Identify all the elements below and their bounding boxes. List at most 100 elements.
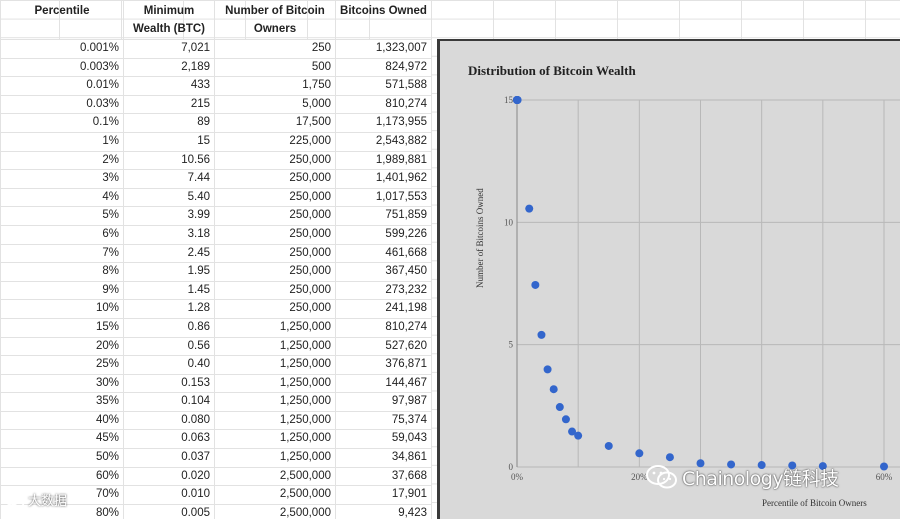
cell-minimum-wealth[interactable]: 0.080 [123,410,215,431]
cell-minimum-wealth[interactable]: 7,021 [123,39,215,59]
cell-bitcoins-owned[interactable]: 599,226 [335,224,432,245]
cell-minimum-wealth[interactable]: 7.44 [123,169,215,189]
cell-bitcoins-owned[interactable]: 97,987 [335,392,432,412]
cell-percentile[interactable]: 80% [0,503,124,519]
cell-bitcoins-owned[interactable]: 37,668 [335,466,432,487]
header-minimum-wealth[interactable]: Minimum Wealth (BTC) [123,0,215,40]
cell-number-of-owners[interactable]: 250,000 [214,187,336,208]
cell-percentile[interactable]: 2% [0,150,124,171]
cell-bitcoins-owned[interactable]: 571,588 [335,76,432,96]
cell-minimum-wealth[interactable]: 1.45 [123,280,215,301]
cell-minimum-wealth[interactable]: 0.037 [123,448,215,468]
cell-bitcoins-owned[interactable]: 273,232 [335,280,432,301]
cell-bitcoins-owned[interactable]: 810,274 [335,94,432,115]
cell-bitcoins-owned[interactable]: 144,467 [335,373,432,394]
cell-minimum-wealth[interactable]: 2.45 [123,243,215,264]
cell-number-of-owners[interactable]: 2,500,000 [214,466,336,487]
cell-number-of-owners[interactable]: 1,250,000 [214,355,336,375]
cell-number-of-owners[interactable]: 500 [214,57,336,78]
cell-percentile[interactable]: 10% [0,299,124,319]
cell-percentile[interactable]: 60% [0,466,124,487]
cell-percentile[interactable]: 7% [0,243,124,264]
cell-bitcoins-owned[interactable]: 376,871 [335,355,432,375]
cell-bitcoins-owned[interactable]: 527,620 [335,336,432,357]
cell-number-of-owners[interactable]: 17,500 [214,113,336,133]
cell-number-of-owners[interactable]: 250,000 [214,169,336,189]
cell-percentile[interactable]: 9% [0,280,124,301]
cell-bitcoins-owned[interactable]: 810,274 [335,317,432,338]
cell-bitcoins-owned[interactable]: 1,173,955 [335,113,432,133]
cell-minimum-wealth[interactable]: 15 [123,131,215,152]
cell-number-of-owners[interactable]: 250,000 [214,280,336,301]
cell-bitcoins-owned[interactable]: 461,668 [335,243,432,264]
cell-number-of-owners[interactable]: 1,250,000 [214,448,336,468]
cell-bitcoins-owned[interactable]: 1,323,007 [335,39,432,59]
cell-minimum-wealth[interactable]: 0.56 [123,336,215,357]
cell-number-of-owners[interactable]: 225,000 [214,131,336,152]
cell-minimum-wealth[interactable]: 0.104 [123,392,215,412]
cell-number-of-owners[interactable]: 250,000 [214,243,336,264]
cell-minimum-wealth[interactable]: 0.010 [123,485,215,505]
cell-minimum-wealth[interactable]: 0.86 [123,317,215,338]
cell-percentile[interactable]: 0.1% [0,113,124,133]
cell-percentile[interactable]: 1% [0,131,124,152]
cell-minimum-wealth[interactable]: 2,189 [123,57,215,78]
cell-minimum-wealth[interactable]: 0.063 [123,429,215,450]
cell-number-of-owners[interactable]: 1,250,000 [214,317,336,338]
cell-bitcoins-owned[interactable]: 34,861 [335,448,432,468]
cell-minimum-wealth[interactable]: 10.56 [123,150,215,171]
cell-percentile[interactable]: 50% [0,448,124,468]
cell-bitcoins-owned[interactable]: 1,017,553 [335,187,432,208]
cell-number-of-owners[interactable]: 250 [214,39,336,59]
cell-percentile[interactable]: 8% [0,262,124,282]
cell-bitcoins-owned[interactable]: 367,450 [335,262,432,282]
cell-percentile[interactable]: 5% [0,206,124,226]
header-bitcoins-owned[interactable]: Bitcoins Owned [335,0,432,40]
cell-minimum-wealth[interactable]: 3.18 [123,224,215,245]
header-number-of-owners[interactable]: Number of Bitcoin Owners [214,0,336,40]
cell-bitcoins-owned[interactable]: 1,401,962 [335,169,432,189]
cell-minimum-wealth[interactable]: 0.40 [123,355,215,375]
cell-percentile[interactable]: 40% [0,410,124,431]
cell-number-of-owners[interactable]: 250,000 [214,150,336,171]
cell-number-of-owners[interactable]: 1,250,000 [214,336,336,357]
cell-number-of-owners[interactable]: 250,000 [214,224,336,245]
cell-percentile[interactable]: 30% [0,373,124,394]
cell-number-of-owners[interactable]: 1,250,000 [214,373,336,394]
header-percentile[interactable]: Percentile [0,0,124,40]
cell-percentile[interactable]: 3% [0,169,124,189]
cell-minimum-wealth[interactable]: 5.40 [123,187,215,208]
cell-minimum-wealth[interactable]: 0.005 [123,503,215,519]
cell-bitcoins-owned[interactable]: 59,043 [335,429,432,450]
cell-minimum-wealth[interactable]: 215 [123,94,215,115]
cell-bitcoins-owned[interactable]: 2,543,882 [335,131,432,152]
cell-percentile[interactable]: 0.003% [0,57,124,78]
cell-minimum-wealth[interactable]: 0.020 [123,466,215,487]
cell-minimum-wealth[interactable]: 433 [123,76,215,96]
cell-bitcoins-owned[interactable]: 824,972 [335,57,432,78]
cell-bitcoins-owned[interactable]: 17,901 [335,485,432,505]
cell-percentile[interactable]: 25% [0,355,124,375]
cell-percentile[interactable]: 45% [0,429,124,450]
cell-number-of-owners[interactable]: 1,250,000 [214,392,336,412]
cell-number-of-owners[interactable]: 250,000 [214,299,336,319]
cell-number-of-owners[interactable]: 2,500,000 [214,485,336,505]
cell-percentile[interactable]: 20% [0,336,124,357]
cell-bitcoins-owned[interactable]: 9,423 [335,503,432,519]
cell-percentile[interactable]: 35% [0,392,124,412]
cell-percentile[interactable]: 0.03% [0,94,124,115]
cell-minimum-wealth[interactable]: 0.153 [123,373,215,394]
cell-percentile[interactable]: 15% [0,317,124,338]
cell-percentile[interactable]: 0.001% [0,39,124,59]
cell-number-of-owners[interactable]: 1,250,000 [214,429,336,450]
cell-number-of-owners[interactable]: 2,500,000 [214,503,336,519]
cell-minimum-wealth[interactable]: 3.99 [123,206,215,226]
cell-percentile[interactable]: 6% [0,224,124,245]
cell-number-of-owners[interactable]: 250,000 [214,206,336,226]
cell-number-of-owners[interactable]: 1,250,000 [214,410,336,431]
cell-minimum-wealth[interactable]: 1.28 [123,299,215,319]
cell-number-of-owners[interactable]: 250,000 [214,262,336,282]
cell-number-of-owners[interactable]: 1,750 [214,76,336,96]
cell-bitcoins-owned[interactable]: 241,198 [335,299,432,319]
cell-bitcoins-owned[interactable]: 751,859 [335,206,432,226]
